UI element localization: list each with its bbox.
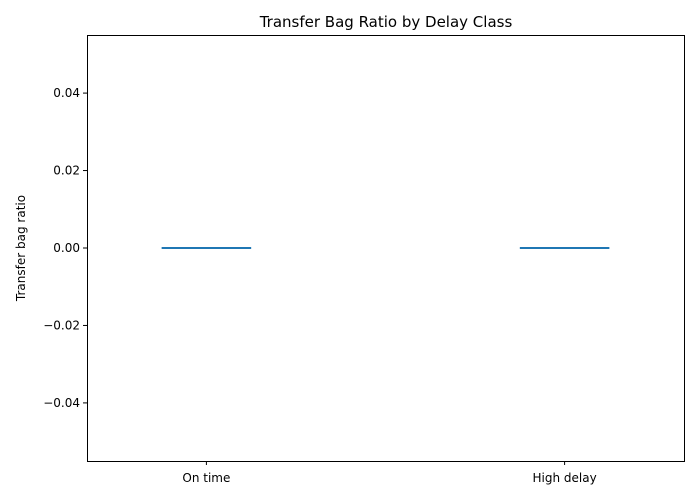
y-axis-ticks: −0.04 −0.02 0.00 0.02 0.04 (43, 86, 87, 410)
y-tick-label: −0.04 (43, 396, 80, 410)
x-axis-ticks: On time High delay (182, 461, 597, 485)
y-tick-label: 0.02 (53, 164, 80, 178)
y-tick-label: 0.04 (53, 86, 80, 100)
y-tick-label: −0.02 (43, 318, 80, 332)
x-tick-label: On time (182, 471, 230, 485)
x-tick-label: High delay (533, 471, 597, 485)
y-axis-label: Transfer bag ratio (14, 195, 28, 302)
chart-title: Transfer Bag Ratio by Delay Class (259, 13, 513, 31)
plot-frame (87, 35, 685, 462)
y-tick-label: 0.00 (53, 241, 80, 255)
